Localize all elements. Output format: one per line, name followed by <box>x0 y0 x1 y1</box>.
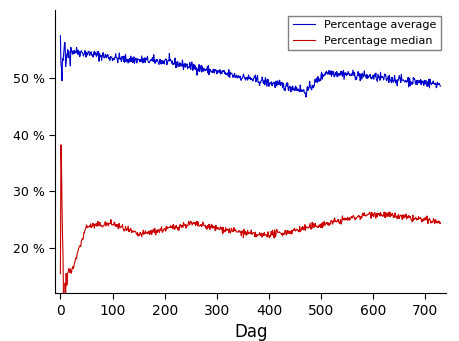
X-axis label: Dag: Dag <box>234 323 267 341</box>
Legend: Percentage average, Percentage median: Percentage average, Percentage median <box>288 16 440 50</box>
Percentage average <box>212 68 217 72</box>
Percentage median <box>388 213 393 217</box>
Percentage median <box>61 302 67 306</box>
Percentage average <box>369 76 374 80</box>
Percentage median <box>220 230 226 234</box>
Percentage median <box>369 212 375 216</box>
Percentage median <box>213 223 218 227</box>
Percentage median <box>58 143 63 147</box>
Percentage average <box>219 69 225 73</box>
Percentage median <box>124 228 129 232</box>
Percentage average <box>302 95 308 99</box>
Percentage average <box>123 60 129 64</box>
Percentage median <box>345 217 350 221</box>
Percentage average <box>437 84 442 88</box>
Percentage average <box>344 73 350 77</box>
Percentage average <box>57 34 63 38</box>
Percentage median <box>437 221 442 225</box>
Line: Percentage median: Percentage median <box>60 145 440 304</box>
Line: Percentage average: Percentage average <box>60 36 440 97</box>
Percentage average <box>387 79 393 83</box>
Percentage median <box>57 272 63 276</box>
